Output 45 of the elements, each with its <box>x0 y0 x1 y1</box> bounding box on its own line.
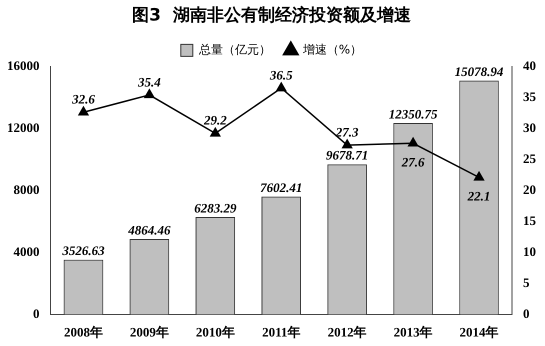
point <box>144 89 154 98</box>
data-label: 32.6 <box>71 92 96 107</box>
y-tick-label: 0 <box>33 306 40 321</box>
y2-tick-label: 35 <box>523 88 536 104</box>
data-label: 7602.41 <box>260 180 302 195</box>
data-label: 27.3 <box>334 124 360 140</box>
y2-tick-label: 40 <box>523 58 536 73</box>
x-tick-label: 2008年 <box>64 324 103 340</box>
data-label: 29.2 <box>202 112 228 128</box>
legend-label: 总量（亿元） <box>198 42 271 57</box>
y-tick-label: 16000 <box>7 58 40 73</box>
legend-label: 增速（%） <box>302 42 362 57</box>
point <box>210 128 220 137</box>
chart-title: 图3 湖南非公有制经济投资额及增速 <box>132 6 411 26</box>
y-tick-label: 4000 <box>14 244 40 259</box>
y2-tick-label: 0 <box>523 306 530 321</box>
data-label: 3526.63 <box>61 243 106 258</box>
y2-tick-label: 15 <box>523 212 536 228</box>
data-label: 9678.71 <box>326 148 368 163</box>
point <box>408 138 418 147</box>
y2-tick-label: 10 <box>523 244 536 259</box>
x-tick-label: 2011年 <box>262 324 300 340</box>
y-tick-label: 12000 <box>7 120 40 135</box>
data-label: 36.5 <box>268 67 294 82</box>
x-tick-label: 2012年 <box>328 324 367 340</box>
point <box>474 172 484 181</box>
data-label: 27.6 <box>400 154 425 170</box>
x-tick-label: 2009年 <box>130 324 169 340</box>
y2-tick-label: 20 <box>523 182 536 197</box>
data-label: 15078.94 <box>454 64 504 80</box>
point <box>78 106 89 116</box>
x-tick-label: 2014年 <box>460 324 499 340</box>
x-tick-label: 2013年 <box>394 324 433 340</box>
point <box>276 82 286 92</box>
y-tick-label: 8000 <box>14 182 40 197</box>
y2-tick-label: 30 <box>523 120 536 135</box>
data-label: 35.4 <box>137 74 162 90</box>
data-label: 12350.75 <box>388 106 438 122</box>
y2-tick-label: 5 <box>523 274 530 290</box>
data-label: 6283.29 <box>194 200 237 216</box>
data-label: 4864.46 <box>127 222 172 238</box>
x-tick-label: 2010年 <box>196 324 235 340</box>
data-label: 22.1 <box>466 188 490 204</box>
point <box>342 139 352 148</box>
y2-tick-label: 25 <box>523 150 536 166</box>
